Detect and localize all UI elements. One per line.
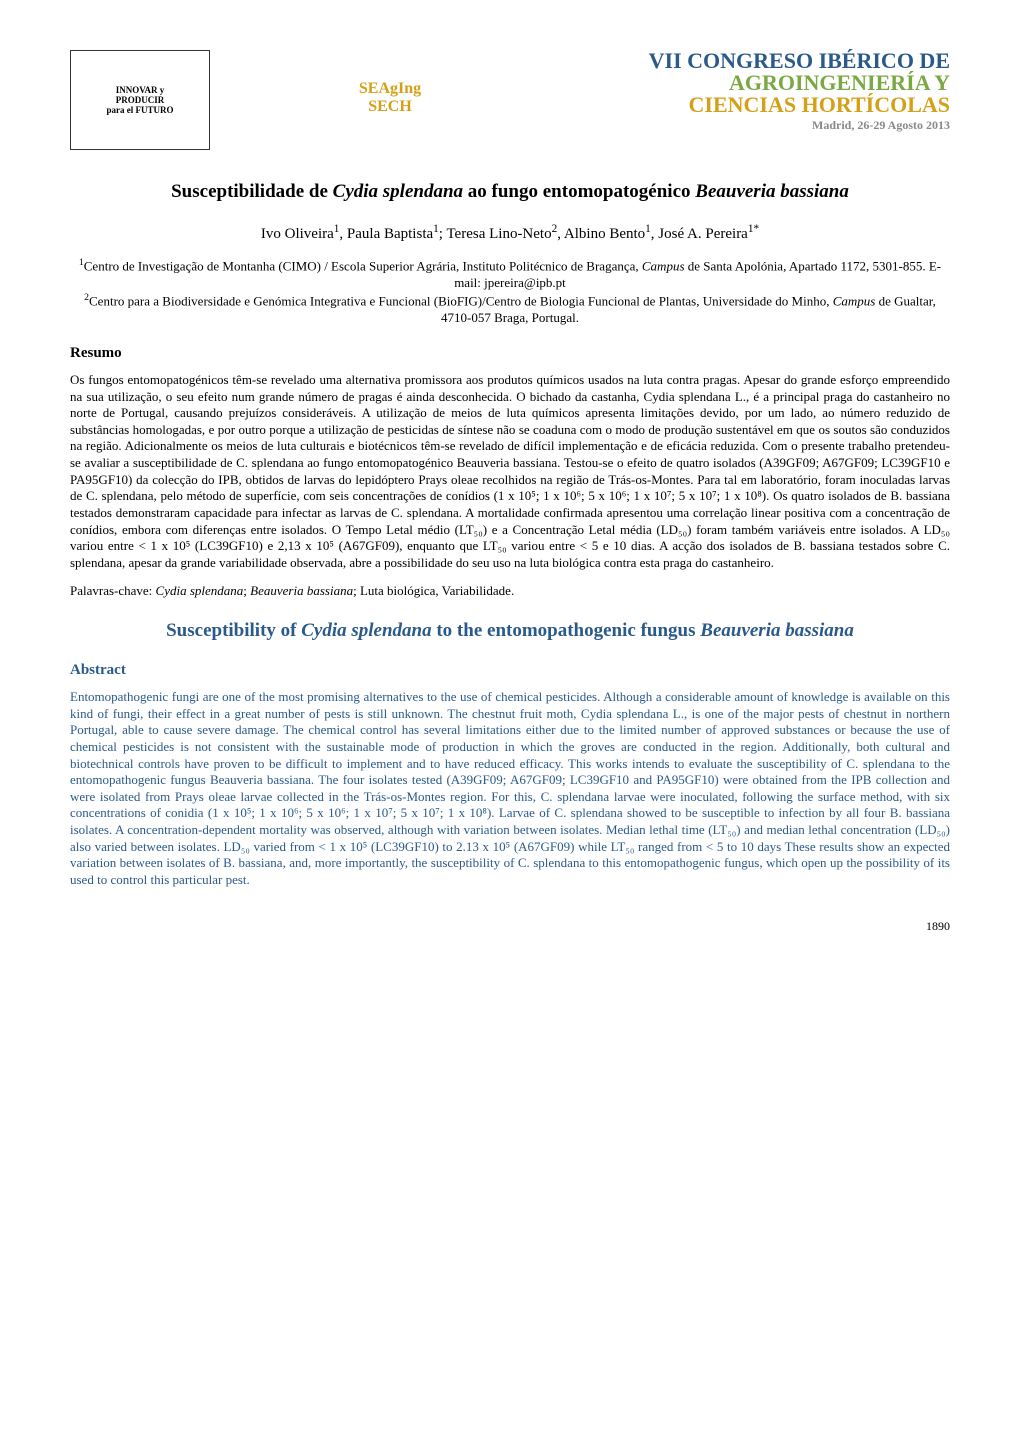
abstract-body: Entomopathogenic fungi are one of the mo… [70,689,950,889]
logo-seaging: SEAgIng SECH [340,80,440,115]
header-row: INNOVAR y PRODUCIR para el FUTURO SEAgIn… [70,50,950,150]
aff1-text: Centro de Investigação de Montanha (CIMO… [84,258,642,273]
author-2: Paula Baptista [347,226,433,242]
abstract-heading: Abstract [70,662,950,679]
keyword-1: Cydia splendana [156,583,244,598]
author-5-sup: 1* [748,223,759,235]
title-en-species2: Beauveria bassiana [700,620,854,641]
resumo-body: Os fungos entomopatogénicos têm-se revel… [70,372,950,572]
logo-mid-line2: SECH [340,98,440,116]
aff2-text: Centro para a Biodiversidade e Genómica … [89,293,833,308]
logo-left-line2: PRODUCIR [116,95,165,105]
title-pt-pre: Susceptibilidade de [171,181,333,202]
title-pt-mid: ao fungo entomopatogénico [463,181,695,202]
title-portuguese: Susceptibilidade de Cydia splendana ao f… [70,180,950,205]
aff1-campus: Campus [642,258,685,273]
keywords-label: Palavras-chave: [70,583,156,598]
logo-left-line3: para el FUTURO [107,105,174,115]
logo-left-line1: INNOVAR y [116,85,165,95]
congress-line1: VII CONGRESO IBÉRICO DE [570,50,950,72]
author-5: José A. Pereira [658,226,748,242]
logo-innovar: INNOVAR y PRODUCIR para el FUTURO [70,50,210,150]
resumo-heading: Resumo [70,345,950,362]
author-2-sup: 1 [433,223,439,235]
congress-line2: AGROINGENIERÍA Y [570,72,950,94]
title-en-pre: Susceptibility of [166,620,301,641]
affiliations: 1Centro de Investigação de Montanha (CIM… [70,257,950,327]
logo-congress: VII CONGRESO IBÉRICO DE AGROINGENIERÍA Y… [570,50,950,133]
author-4: Albino Bento [564,226,645,242]
author-list: Ivo Oliveira1, Paula Baptista1; Teresa L… [70,223,950,243]
author-3-sup: 2 [552,223,558,235]
title-en-species1: Cydia splendana [301,620,431,641]
title-pt-species2: Beauveria bassiana [695,181,849,202]
keyword-sep2: ; Luta biológica, Variabilidade. [353,583,514,598]
author-3: Teresa Lino-Neto [446,226,551,242]
congress-line3: CIENCIAS HORTÍCOLAS [570,94,950,116]
author-1-sup: 1 [334,223,340,235]
author-4-sup: 1 [645,223,651,235]
congress-line4: Madrid, 26-29 Agosto 2013 [570,118,950,133]
aff2-campus: Campus [833,293,876,308]
title-english: Susceptibility of Cydia splendana to the… [70,619,950,644]
author-1: Ivo Oliveira [261,226,334,242]
title-en-mid: to the entomopathogenic fungus [432,620,701,641]
page-number: 1890 [70,919,950,934]
title-pt-species1: Cydia splendana [333,181,463,202]
keywords-pt: Palavras-chave: Cydia splendana; Beauver… [70,583,950,599]
logo-mid-line1: SEAgIng [340,80,440,98]
keyword-2: Beauveria bassiana [250,583,353,598]
